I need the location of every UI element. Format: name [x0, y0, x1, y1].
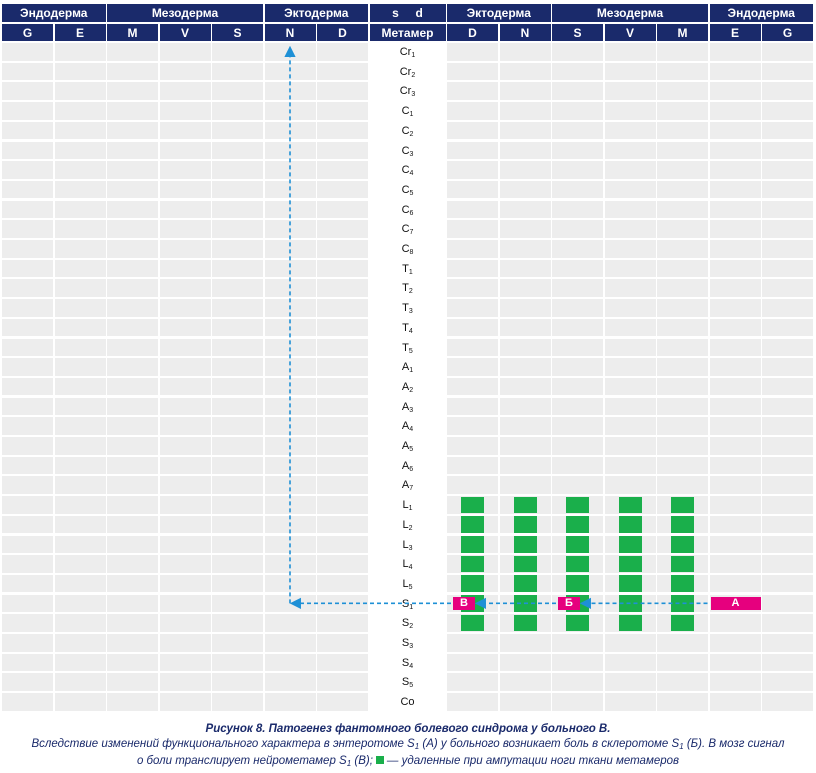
caption-line-2: о боли транслирует нейрометамер S1 (В); —…	[0, 754, 816, 771]
legend-square-icon	[376, 756, 384, 764]
legend-text: — удаленные при ампутации ноги ткани мет…	[387, 755, 679, 767]
figure-caption: Рисунок 8. Патогенез фантомного болевого…	[0, 722, 816, 771]
caption-line-1: Вследствие изменений функционального хар…	[0, 737, 816, 754]
caption-title: Рисунок 8. Патогенез фантомного болевого…	[0, 722, 816, 737]
